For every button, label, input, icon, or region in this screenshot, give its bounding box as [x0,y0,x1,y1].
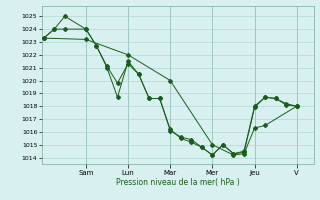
X-axis label: Pression niveau de la mer( hPa ): Pression niveau de la mer( hPa ) [116,178,239,187]
